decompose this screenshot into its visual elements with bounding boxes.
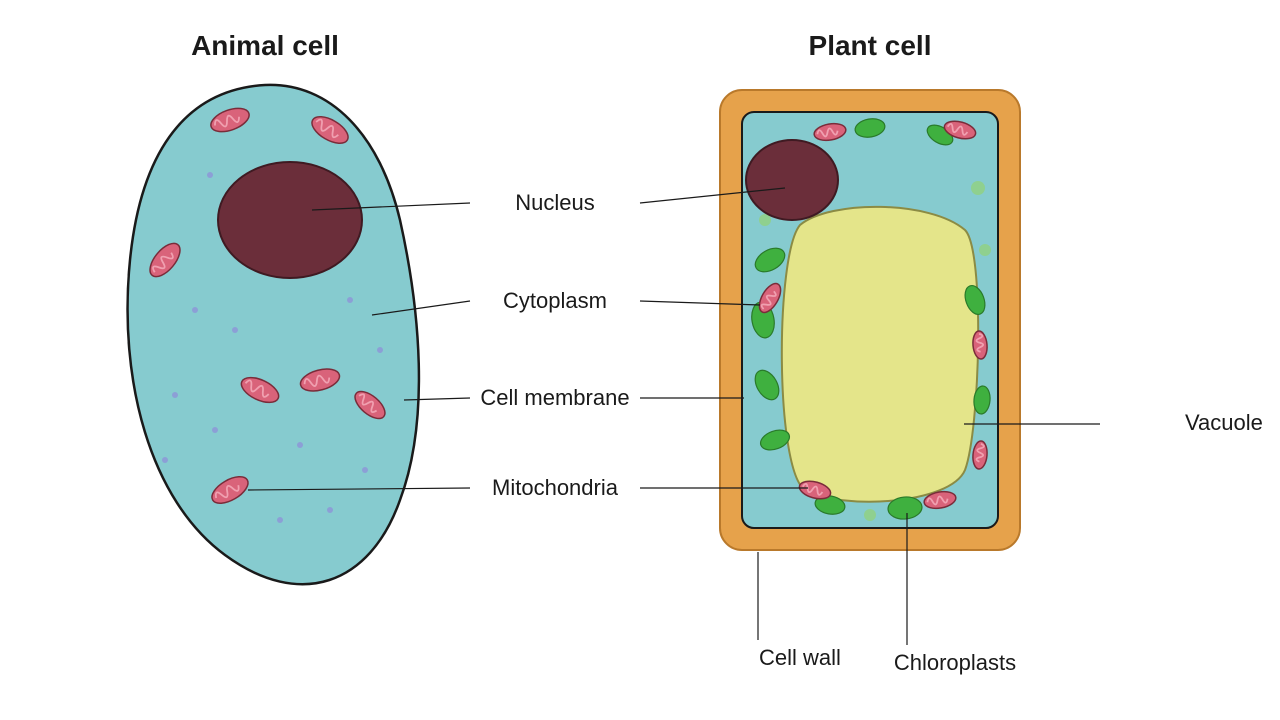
label-cytoplasm: Cytoplasm xyxy=(503,288,607,313)
ribosome xyxy=(327,507,333,513)
label-mitochondria: Mitochondria xyxy=(492,475,619,500)
label-vacuole: Vacuole xyxy=(1185,410,1263,435)
label-chloroplasts: Chloroplasts xyxy=(894,650,1016,675)
ribosome xyxy=(207,172,213,178)
animal-cell xyxy=(128,85,419,584)
cell-diagram: Animal cell Plant cell Nucleus Cytoplasm Cel… xyxy=(0,0,1280,720)
vacuole xyxy=(782,207,978,502)
plant-cell xyxy=(720,90,1020,550)
chloroplast-faint xyxy=(864,509,876,521)
ribosome xyxy=(172,392,178,398)
ribosome xyxy=(232,327,238,333)
ribosome xyxy=(377,347,383,353)
label-cell-membrane: Cell membrane xyxy=(480,385,629,410)
ribosome xyxy=(162,457,168,463)
label-cell-wall: Cell wall xyxy=(759,645,841,670)
ribosome xyxy=(362,467,368,473)
label-nucleus: Nucleus xyxy=(515,190,594,215)
plant-nucleus xyxy=(746,140,838,220)
ribosome xyxy=(277,517,283,523)
title-plant: Plant cell xyxy=(809,30,932,61)
title-animal: Animal cell xyxy=(191,30,339,61)
ribosome xyxy=(297,442,303,448)
chloroplast-faint xyxy=(979,244,991,256)
chloroplast-faint xyxy=(971,181,985,195)
ribosome xyxy=(212,427,218,433)
animal-cell-membrane xyxy=(128,85,419,584)
ribosome xyxy=(347,297,353,303)
ribosome xyxy=(192,307,198,313)
animal-nucleus xyxy=(218,162,362,278)
